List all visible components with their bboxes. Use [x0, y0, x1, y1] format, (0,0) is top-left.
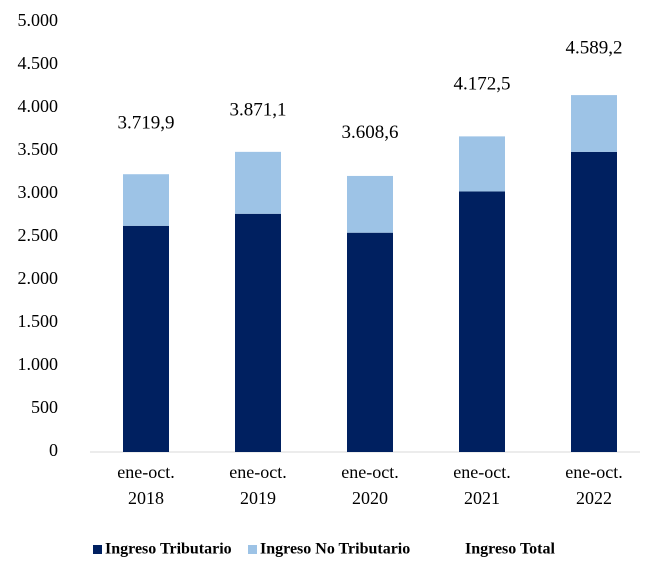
bar-segment [347, 175, 393, 233]
y-tick-label: 3.500 [18, 139, 59, 159]
y-tick-label: 2.500 [18, 225, 59, 245]
y-tick-label: 500 [31, 397, 58, 417]
y-tick-label: 3.000 [18, 182, 59, 202]
bar-segment [571, 151, 617, 453]
bar-segment [347, 232, 393, 452]
total-label: 4.589,2 [566, 38, 623, 59]
bar-segment [123, 174, 169, 226]
legend-label: Ingreso Total [465, 541, 556, 558]
y-tick-label: 1.500 [18, 311, 59, 331]
y-tick-label: 4.000 [18, 96, 59, 116]
bar-segment [123, 225, 169, 452]
legend-label: Ingreso Tributario [105, 541, 232, 558]
total-label: 4.172,5 [454, 74, 511, 95]
legend-swatch [93, 545, 102, 554]
bar-segment [235, 151, 281, 214]
bar-segment [459, 191, 505, 453]
y-tick-label: 0 [49, 440, 58, 460]
bar-segment [571, 95, 617, 152]
y-tick-label: 1.000 [18, 354, 59, 374]
total-label: 3.871,1 [230, 99, 287, 120]
bar-segment [459, 136, 505, 192]
x-tick-label: ene-oct. 2022 [565, 462, 622, 508]
total-label: 3.719,9 [118, 112, 175, 133]
y-tick-label: 2.000 [18, 268, 59, 288]
total-label: 3.608,6 [342, 122, 399, 143]
legend-label: Ingreso No Tributario [260, 541, 410, 558]
x-tick-label: ene-oct. 2021 [453, 462, 510, 508]
y-tick-label: 4.500 [18, 53, 59, 73]
y-tick-label: 5.000 [18, 10, 59, 30]
bar-segment [235, 213, 281, 452]
legend-swatch [248, 545, 257, 554]
x-tick-label: ene-oct. 2020 [341, 462, 398, 508]
x-tick-label: ene-oct. 2019 [229, 462, 286, 508]
x-tick-label: ene-oct. 2018 [117, 462, 174, 508]
